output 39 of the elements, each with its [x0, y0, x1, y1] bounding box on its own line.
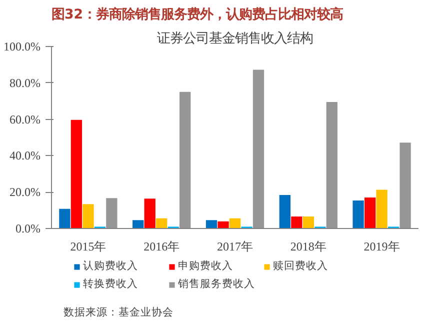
bar: [70, 120, 82, 228]
bar: [144, 198, 156, 228]
y-tick-label: 80.0%: [10, 76, 41, 90]
bar: [82, 204, 94, 228]
bar: [218, 221, 229, 228]
x-tick-label: 2015年: [70, 240, 106, 254]
legend-label: 认购费收入: [83, 259, 138, 273]
x-tick-label: 2016年: [144, 240, 180, 254]
bar: [364, 198, 376, 228]
y-tick-label: 60.0%: [10, 112, 41, 126]
bar: [326, 102, 338, 228]
bar: [156, 218, 168, 228]
x-tick-label: 2018年: [290, 240, 326, 254]
legend-label: 转换费收入: [83, 277, 138, 291]
bar: [376, 190, 388, 228]
chart-subtitle: 证券公司基金销售收入结构: [157, 30, 313, 46]
y-tick-label: 0.0%: [16, 222, 41, 236]
legend-label: 申购费收入: [178, 259, 233, 273]
chart-title: 图32：券商除销售服务费外，认购费占比相对较高: [52, 6, 344, 22]
legend-label: 赎回费收入: [273, 259, 328, 273]
x-tick-label: 2017年: [217, 240, 253, 254]
y-tick-label: 40.0%: [10, 148, 41, 163]
bar: [352, 200, 364, 228]
y-tick-label: 100.0%: [4, 40, 41, 54]
bar: [229, 218, 241, 228]
bar: [59, 208, 70, 228]
bar: [132, 220, 144, 228]
bar: [279, 195, 290, 228]
y-tick-label: 20.0%: [10, 185, 41, 200]
bar: [252, 70, 264, 228]
legend-label: 销售服务费收入: [178, 277, 255, 291]
bar: [180, 92, 191, 228]
bar: [206, 220, 218, 228]
source-note: 数据来源：基金业协会: [64, 306, 174, 318]
bar: [291, 216, 302, 228]
bar: [400, 142, 411, 228]
x-tick-label: 2019年: [364, 240, 400, 254]
bar: [106, 198, 118, 228]
bar: [302, 216, 314, 228]
